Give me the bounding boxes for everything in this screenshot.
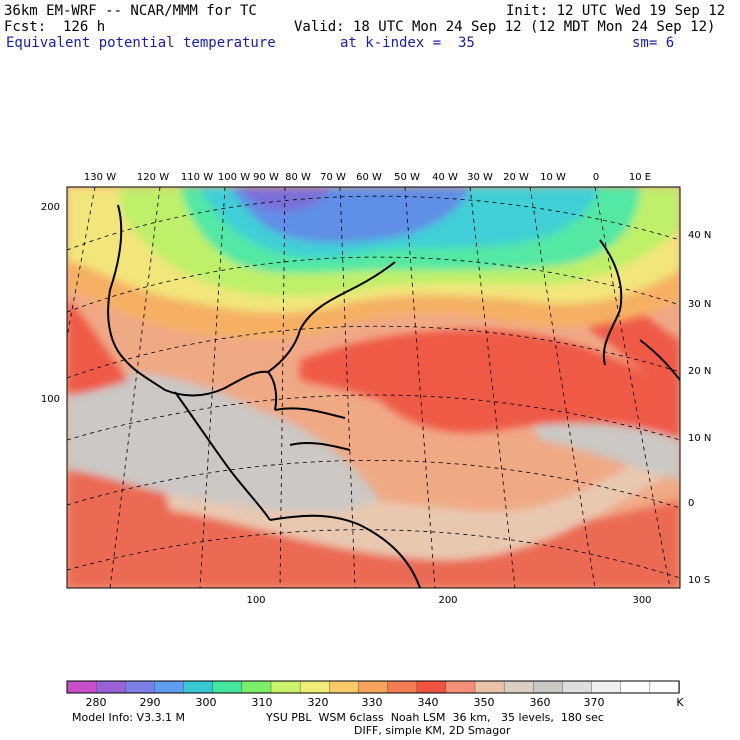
colorbar-label: 360	[530, 696, 551, 709]
grid-x-label: 100	[246, 595, 265, 606]
colorbar-label: 280	[86, 696, 107, 709]
longitude-labels: 130 W 120 W 110 W 100 W 90 W 80 W 70 W 6…	[84, 172, 651, 183]
color-bar-swatch	[183, 680, 214, 694]
model-info: Model Info: V3.3.1 M	[72, 711, 186, 724]
lon-label: 70 W	[320, 172, 346, 183]
lon-label: 10 W	[540, 172, 566, 183]
diffusion-info: DIFF, simple KM, 2D Smagor	[354, 724, 511, 737]
k-index: at k-index = 35	[340, 35, 475, 51]
color-bar-swatch	[474, 680, 505, 694]
color-bar-swatch	[591, 680, 622, 694]
lat-label: 10 N	[688, 433, 711, 444]
lon-label: 110 W	[181, 172, 213, 183]
color-bar-frame	[66, 680, 680, 694]
forecast-hour: Fcst: 126 h	[4, 19, 106, 35]
color-bar-swatch	[620, 680, 651, 694]
color-bar-swatch	[241, 680, 272, 694]
valid-time: Valid: 18 UTC Mon 24 Sep 12 (12 MDT Mon …	[294, 19, 716, 35]
latitude-labels: 40 N 30 N 20 N 10 N 0 10 S	[688, 230, 711, 586]
color-bar-swatch	[212, 680, 243, 694]
color-bar-swatch	[154, 680, 185, 694]
lon-label: 130 W	[84, 172, 116, 183]
lon-label: 10 E	[629, 172, 651, 183]
color-bar-swatch	[445, 680, 476, 694]
color-bar-swatch	[66, 680, 97, 694]
color-bar-swatch	[533, 680, 564, 694]
color-bar-swatch	[387, 680, 418, 694]
colorbar-label: 330	[362, 696, 383, 709]
color-bar-swatch	[503, 680, 534, 694]
colorbar-label: 310	[252, 696, 273, 709]
lon-label: 40 W	[432, 172, 458, 183]
model-title: 36km EM-WRF -- NCAR/MMM for TC	[4, 3, 257, 19]
colorbar-label: 290	[140, 696, 161, 709]
field-name: Equivalent potential temperature	[6, 35, 276, 51]
lon-label: 90 W	[253, 172, 279, 183]
lat-label: 30 N	[688, 299, 711, 310]
lon-label: 20 W	[503, 172, 529, 183]
color-bar-swatch	[358, 680, 389, 694]
colorbar-label: 370	[584, 696, 605, 709]
color-bar-swatch	[416, 680, 447, 694]
color-bar-labels: 280 290 300 310 320 330 340 350 360 370 …	[86, 696, 685, 709]
theta-e-field	[67, 187, 680, 588]
colorbar-label: 320	[308, 696, 329, 709]
colorbar-unit: K	[676, 696, 684, 709]
color-bar-swatch	[562, 680, 593, 694]
physics-info: YSU PBL WSM 6class Noah LSM 36 km, 35 le…	[266, 711, 604, 724]
colorbar-label: 350	[474, 696, 495, 709]
graticule	[67, 187, 680, 588]
lon-label: 100 W	[218, 172, 250, 183]
lon-label: 30 W	[467, 172, 493, 183]
color-bar	[66, 680, 680, 694]
coastlines	[107, 204, 680, 588]
color-bar-swatch	[299, 680, 330, 694]
color-bar-swatch	[95, 680, 126, 694]
grid-x-label: 300	[632, 595, 651, 606]
lat-label: 10 S	[688, 575, 710, 586]
lon-label: 120 W	[137, 172, 169, 183]
color-bar-swatch	[125, 680, 156, 694]
colorbar-label: 340	[418, 696, 439, 709]
grid-y-label: 100	[41, 394, 60, 405]
lon-label: 60 W	[356, 172, 382, 183]
lat-label: 0	[688, 498, 694, 509]
grid-index-labels: 200 100 100 200 300	[41, 202, 652, 606]
grid-x-label: 200	[438, 595, 457, 606]
lon-label: 80 W	[285, 172, 311, 183]
colorbar-label: 300	[196, 696, 217, 709]
color-bar-swatch	[649, 680, 680, 694]
grid-y-label: 200	[41, 202, 60, 213]
color-bar-swatch	[329, 680, 360, 694]
color-bar-swatch	[270, 680, 301, 694]
map-frame	[66, 186, 681, 589]
lat-label: 20 N	[688, 366, 711, 377]
init-time: Init: 12 UTC Wed 19 Sep 12	[506, 3, 726, 19]
lon-label: 50 W	[394, 172, 420, 183]
smoothing: sm= 6	[632, 35, 675, 51]
lat-label: 40 N	[688, 230, 711, 241]
lon-label: 0	[593, 172, 599, 183]
